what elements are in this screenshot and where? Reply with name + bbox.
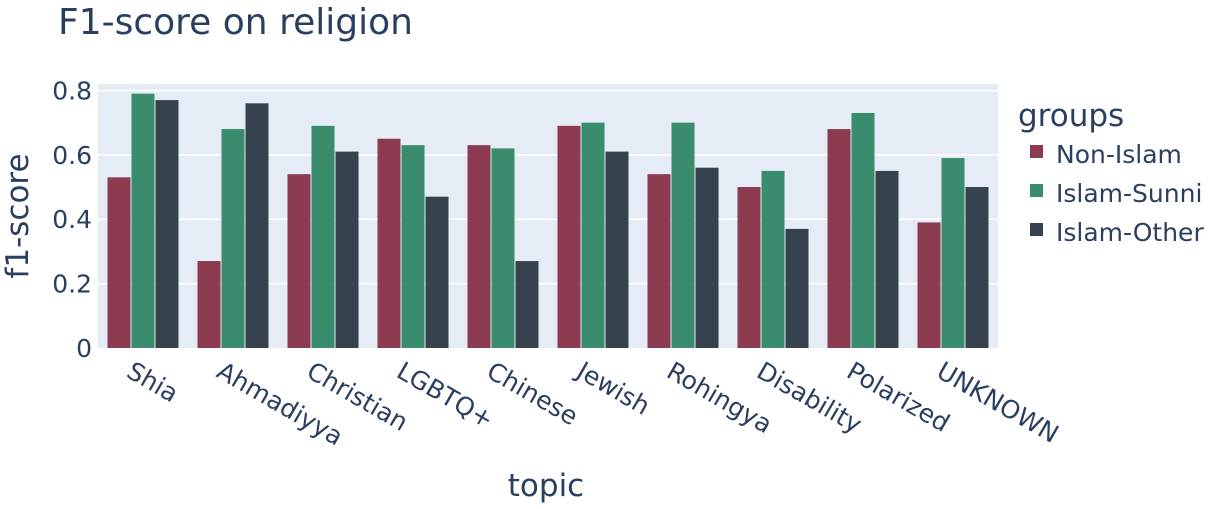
y-tick-label: 0.8 xyxy=(52,76,92,105)
bar-islam-sunni-lgbtq xyxy=(401,145,425,348)
bar-islam-other-unknown xyxy=(965,187,989,348)
y-axis-title: f1-score xyxy=(0,153,36,278)
bar-islam-sunni-rohingya xyxy=(671,122,695,348)
bar-islam-other-rohingya xyxy=(695,167,719,348)
x-axis-title: topic xyxy=(508,468,584,504)
bar-islam-sunni-polarized xyxy=(851,112,875,348)
legend-label: Islam-Other xyxy=(1056,218,1204,247)
bar-non-islam-rohingya xyxy=(647,174,671,348)
x-tick-label: Jewish xyxy=(570,355,655,421)
bar-islam-sunni-chinese xyxy=(491,148,515,348)
y-tick-label: 0.4 xyxy=(52,205,92,234)
y-tick-label: 0.6 xyxy=(52,141,92,170)
bar-islam-other-ahmadiyya xyxy=(245,103,269,348)
x-tick-label: UNKNOWN xyxy=(932,356,1064,449)
legend-label: Non-Islam xyxy=(1056,140,1182,169)
bar-islam-sunni-christian xyxy=(311,125,335,348)
bar-non-islam-lgbtq xyxy=(377,138,401,348)
bar-non-islam-ahmadiyya xyxy=(197,261,221,348)
bar-islam-other-polarized xyxy=(875,170,899,348)
legend-title: groups xyxy=(1018,98,1124,134)
bar-islam-sunni-unknown xyxy=(941,158,965,348)
x-axis-ticks: Shia AhmadiyyaChristianLGBTQ+ChineseJewis… xyxy=(122,355,1064,451)
bar-islam-other-disability xyxy=(785,228,809,348)
legend-swatch xyxy=(1030,145,1043,158)
bar-islam-sunni-shia xyxy=(131,93,155,348)
bar-islam-other-chinese xyxy=(515,261,539,348)
bar-non-islam-christian xyxy=(287,174,311,348)
legend-swatch xyxy=(1030,184,1043,197)
y-axis-ticks: 0 0.2 0.4 0.6 0.8 xyxy=(52,76,92,363)
bar-non-islam-chinese xyxy=(467,145,491,348)
bar-non-islam-unknown xyxy=(917,222,941,348)
bar-islam-other-shia xyxy=(155,100,179,348)
bar-islam-sunni-disability xyxy=(761,170,785,348)
bar-non-islam-jewish xyxy=(557,125,581,348)
bars xyxy=(107,93,989,348)
bar-islam-other-christian xyxy=(335,151,359,348)
legend-label: Islam-Sunni xyxy=(1056,179,1202,208)
bar-islam-other-jewish xyxy=(605,151,629,348)
bar-non-islam-shia xyxy=(107,177,131,348)
x-tick-label: Shia xyxy=(122,356,183,408)
bar-non-islam-polarized xyxy=(827,129,851,348)
x-tick-label: Chinese xyxy=(482,356,583,431)
legend-swatch xyxy=(1030,223,1043,236)
legend: groups Non-Islam Islam-Sunni Islam-Other xyxy=(1018,98,1204,247)
y-tick-label: 0.2 xyxy=(52,270,92,299)
y-tick-label: 0 xyxy=(76,334,92,363)
bar-islam-sunni-ahmadiyya xyxy=(221,129,245,348)
chart-title: F1-score on religion xyxy=(58,2,413,43)
bar-islam-other-lgbtq xyxy=(425,196,449,348)
bar-non-islam-disability xyxy=(737,187,761,348)
bar-islam-sunni-jewish xyxy=(581,122,605,348)
x-tick-label: LGBTQ+ xyxy=(392,356,499,434)
